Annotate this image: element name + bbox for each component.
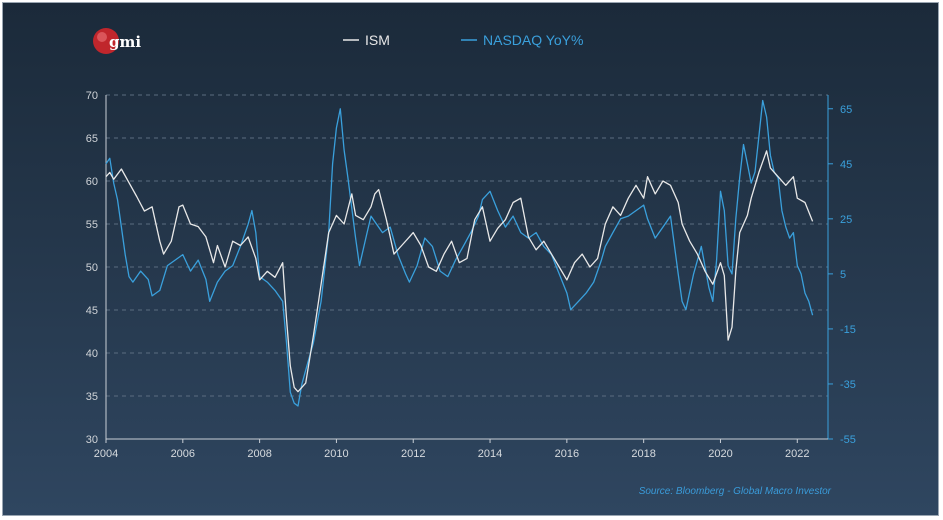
y-left-tick-label: 70 <box>86 90 98 102</box>
y-left-tick-label: 65 <box>86 133 98 145</box>
x-tick-label: 2012 <box>401 448 425 460</box>
y-right-tick-label: -55 <box>840 434 856 446</box>
logo-text: gmi <box>109 33 141 51</box>
x-tick-label: 2004 <box>94 448 118 460</box>
y-left-tick-label: 60 <box>86 176 98 188</box>
x-tick-label: 2008 <box>247 448 271 460</box>
x-tick-label: 2010 <box>324 448 348 460</box>
y-left-tick-label: 30 <box>86 434 98 446</box>
x-tick-label: 2006 <box>171 448 195 460</box>
y-right-tick-label: 25 <box>840 214 852 226</box>
y-right-tick-label: 45 <box>840 159 852 171</box>
x-tick-label: 2020 <box>708 448 732 460</box>
chart-svg: gmi ISM NASDAQ YoY% 30 35 40 45 50 55 60 65 70 -55… <box>86 28 856 497</box>
series-lines <box>105 99 814 407</box>
source-note: Source: Bloomberg - Global Macro Investo… <box>639 486 832 497</box>
axes: 30 35 40 45 50 55 60 65 70 -55 -35 -15 5 25 45 65 2004 20… <box>86 90 856 460</box>
legend-label-nasdaq: NASDAQ YoY% <box>483 32 583 48</box>
x-tick-label: 2016 <box>555 448 579 460</box>
y-left-tick-label: 50 <box>86 262 98 274</box>
x-tick-label: 2022 <box>785 448 809 460</box>
x-tick-label: 2014 <box>478 448 502 460</box>
logo-shine <box>97 32 107 42</box>
y-right-tick-label: -15 <box>840 324 856 336</box>
y-left-tick-label: 35 <box>86 391 98 403</box>
y-left-tick-label: 45 <box>86 305 98 317</box>
y-right-tick-label: 65 <box>840 104 852 116</box>
nasdaq-line <box>105 99 814 407</box>
y-left-tick-label: 40 <box>86 348 98 360</box>
y-right-tick-label: -35 <box>840 379 856 391</box>
legend: ISM NASDAQ YoY% <box>343 32 583 48</box>
y-right-tick-label: 5 <box>840 269 846 281</box>
gmi-logo: gmi <box>93 28 141 54</box>
x-tick-label: 2018 <box>631 448 655 460</box>
legend-label-ism: ISM <box>365 32 390 48</box>
grid <box>106 94 828 397</box>
y-left-tick-label: 55 <box>86 219 98 231</box>
ism-line <box>105 150 814 393</box>
